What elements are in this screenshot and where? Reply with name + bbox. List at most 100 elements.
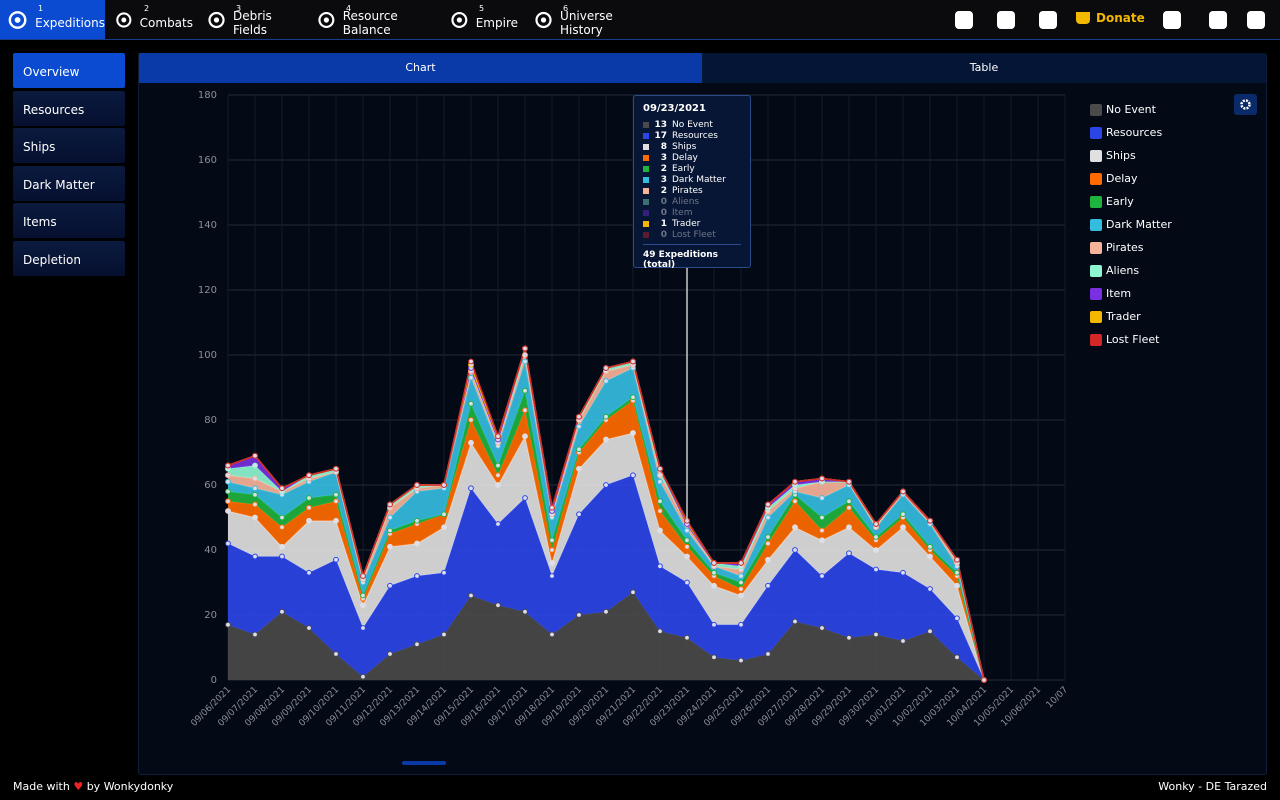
point — [819, 527, 825, 534]
point — [630, 394, 636, 401]
point — [387, 501, 393, 508]
point — [603, 413, 609, 420]
nav-label: Expeditions — [35, 15, 105, 30]
point — [522, 387, 528, 394]
point — [792, 618, 798, 625]
scroll-indicator[interactable] — [402, 761, 446, 765]
tooltip-row: 2 Early — [643, 163, 741, 174]
point — [711, 569, 717, 576]
legend-item[interactable]: Ships — [1090, 144, 1172, 167]
tooltip-count: 2 — [660, 163, 667, 174]
nav-number: 5 — [479, 4, 485, 13]
tooltip-label: Aliens — [672, 196, 700, 207]
nav-icon[interactable] — [1036, 8, 1060, 32]
legend-item[interactable]: Item — [1090, 282, 1172, 305]
point — [522, 352, 528, 358]
point — [225, 508, 231, 514]
point — [900, 524, 906, 531]
nav-item[interactable]: 1 Expeditions — [0, 0, 105, 39]
point — [711, 621, 717, 628]
point — [576, 612, 582, 618]
tooltip-row: 1 Trader — [643, 218, 741, 229]
point — [819, 495, 825, 501]
point — [306, 517, 312, 524]
point — [252, 514, 258, 521]
point — [252, 501, 258, 508]
point — [765, 556, 771, 563]
nav-icon — [116, 11, 132, 28]
point — [495, 482, 501, 488]
point — [252, 485, 258, 492]
point — [387, 582, 393, 589]
tooltip-label: Delay — [672, 152, 698, 163]
legend-swatch — [1090, 103, 1102, 116]
point — [657, 498, 663, 505]
legend-item[interactable]: Aliens — [1090, 259, 1172, 282]
icon-shape — [1247, 11, 1265, 29]
point — [441, 482, 447, 488]
settings-button[interactable] — [1234, 94, 1257, 115]
point — [468, 400, 474, 407]
point — [441, 631, 447, 638]
tooltip-label: Dark Matter — [672, 174, 726, 185]
legend-item[interactable]: Delay — [1090, 167, 1172, 190]
tooltip-count: 3 — [660, 174, 667, 185]
point — [306, 504, 312, 511]
point — [576, 423, 582, 430]
nav-icon[interactable] — [1160, 8, 1184, 32]
nav-item[interactable]: 5 Empire — [443, 0, 518, 39]
nav-item[interactable]: 4 Resource Balance — [310, 0, 435, 39]
tooltip-row: 0 Item — [643, 207, 741, 218]
sidebar-item[interactable]: Items — [13, 203, 125, 239]
point — [792, 478, 798, 485]
point — [414, 641, 420, 648]
legend-item[interactable]: Dark Matter — [1090, 213, 1172, 236]
nav-item[interactable]: 6 Universe History — [527, 0, 647, 39]
nav-number: 2 — [144, 4, 150, 13]
point — [819, 625, 825, 631]
sidebar-item[interactable]: Ships — [13, 128, 125, 164]
tooltip-label: No Event — [672, 119, 713, 130]
point — [441, 524, 447, 531]
sidebar-item[interactable]: Dark Matter — [13, 165, 125, 201]
legend-item[interactable]: Early — [1090, 190, 1172, 213]
point — [387, 651, 393, 657]
legend-item[interactable]: Trader — [1090, 305, 1172, 328]
nav-item[interactable]: 2 Combats — [108, 0, 193, 39]
tooltip-date: 09/23/2021 — [643, 103, 706, 114]
nav-item[interactable]: 3 Debris Fields — [200, 0, 300, 39]
point — [819, 514, 825, 521]
tooltip-count: 0 — [660, 229, 667, 240]
nav-icon[interactable] — [994, 8, 1018, 32]
sidebar-item[interactable]: Overview — [13, 53, 125, 88]
legend-item[interactable]: Resources — [1090, 121, 1172, 144]
tooltip-swatch — [643, 220, 649, 227]
legend-item[interactable]: Pirates — [1090, 236, 1172, 259]
nav-icon[interactable] — [1206, 8, 1230, 32]
donate-label: Donate — [1096, 11, 1145, 25]
point — [954, 569, 960, 576]
donate-button[interactable]: Donate — [1076, 11, 1145, 25]
sidebar-item[interactable]: Resources — [13, 90, 125, 126]
point — [225, 540, 231, 547]
point — [306, 472, 312, 479]
sidebar-item[interactable]: Depletion — [13, 240, 125, 276]
legend-label: Delay — [1106, 172, 1138, 185]
total-value: 49 — [643, 250, 656, 260]
tooltip-count: 3 — [660, 152, 667, 163]
tab[interactable]: Chart — [139, 53, 702, 83]
legend: No Event Resources Ships Delay Early Dark Mat… — [1090, 98, 1172, 351]
legend-swatch — [1090, 241, 1102, 254]
point — [927, 517, 933, 524]
tab[interactable]: Table — [702, 53, 1266, 83]
nav-icon[interactable] — [952, 8, 976, 32]
point — [846, 478, 852, 485]
point — [657, 472, 663, 479]
point — [522, 608, 528, 615]
legend-item[interactable]: Lost Fleet — [1090, 328, 1172, 351]
legend-label: No Event — [1106, 103, 1156, 116]
heart-icon: ♥ — [73, 780, 84, 793]
nav-icon[interactable] — [1244, 8, 1268, 32]
tooltip-swatch — [643, 231, 649, 238]
legend-item[interactable]: No Event — [1090, 98, 1172, 121]
